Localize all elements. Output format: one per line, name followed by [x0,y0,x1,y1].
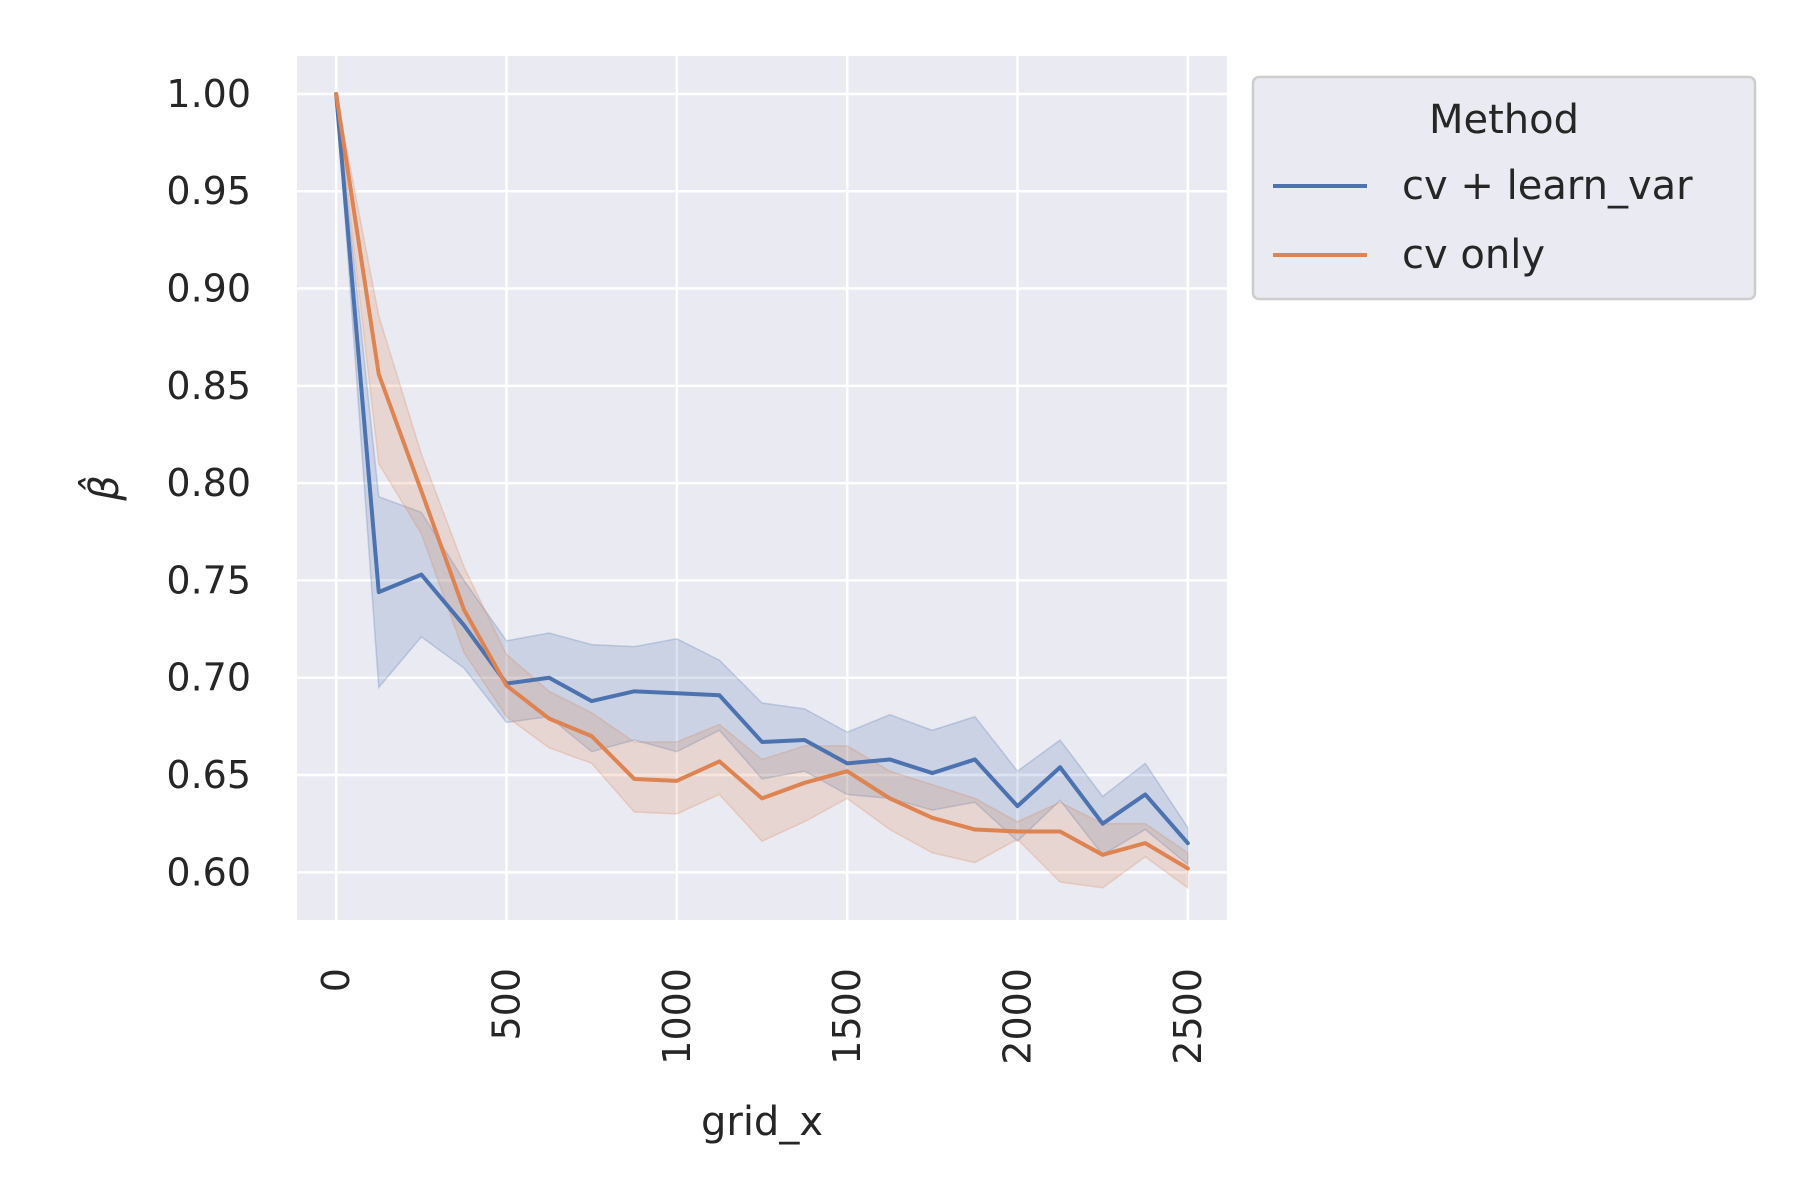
x-tick-label: 1500 [825,968,869,1065]
y-tick-label: 0.80 [166,461,251,505]
x-tick-label: 2500 [1166,968,1210,1065]
series-lines [334,91,1190,871]
legend-title: Method [1429,97,1579,143]
y-tick-labels: 0.60 0.65 0.70 0.75 0.80 0.85 0.90 0.95 1.00 [166,72,251,894]
legend-box [1251,75,1757,301]
series-line-0 [334,91,1190,846]
grid-lines [297,56,1227,920]
ci-band-0 [335,93,1189,867]
series-line-1 [334,91,1190,871]
y-tick-label: 1.00 [166,72,251,116]
y-tick-label: 0.60 [166,850,251,894]
y-axis-label: β̂ [78,475,128,502]
legend-label-1: cv only [1402,232,1545,278]
legend-label-0: cv + learn_var [1402,163,1693,209]
x-tick-label: 0 [314,968,358,992]
y-tick-label: 0.70 [166,656,251,700]
y-tick-label: 0.90 [166,267,251,311]
y-tick-label: 0.65 [166,753,251,797]
x-tick-label: 1000 [655,968,699,1065]
y-tick-label: 0.75 [166,558,251,602]
y-tick-label: 0.85 [166,364,251,408]
x-axis-label: grid_x [701,1099,823,1145]
x-tick-label: 500 [485,968,529,1041]
x-tick-label: 2000 [995,968,1039,1065]
x-tick-labels: 0 500 1000 1500 2000 2500 [314,968,1210,1065]
y-tick-label: 0.95 [166,169,251,213]
